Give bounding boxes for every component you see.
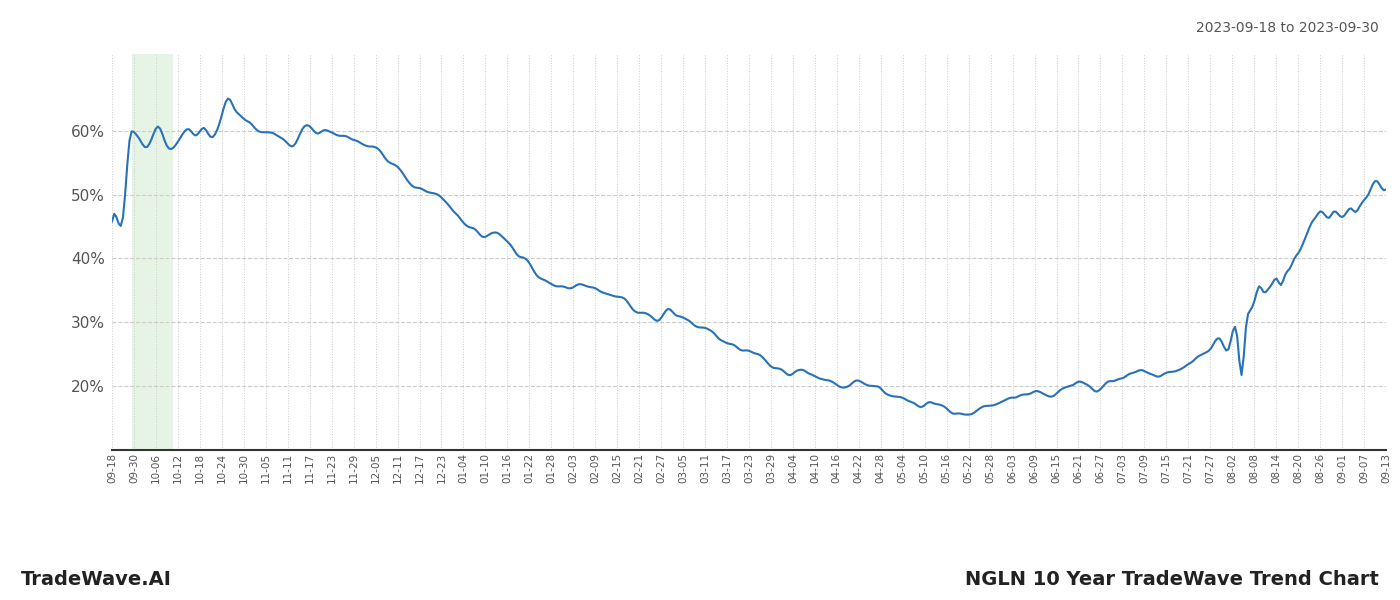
Bar bbox=[133, 54, 174, 450]
Text: 2023-09-18 to 2023-09-30: 2023-09-18 to 2023-09-30 bbox=[1196, 21, 1379, 35]
Text: NGLN 10 Year TradeWave Trend Chart: NGLN 10 Year TradeWave Trend Chart bbox=[965, 570, 1379, 589]
Text: TradeWave.AI: TradeWave.AI bbox=[21, 570, 172, 589]
